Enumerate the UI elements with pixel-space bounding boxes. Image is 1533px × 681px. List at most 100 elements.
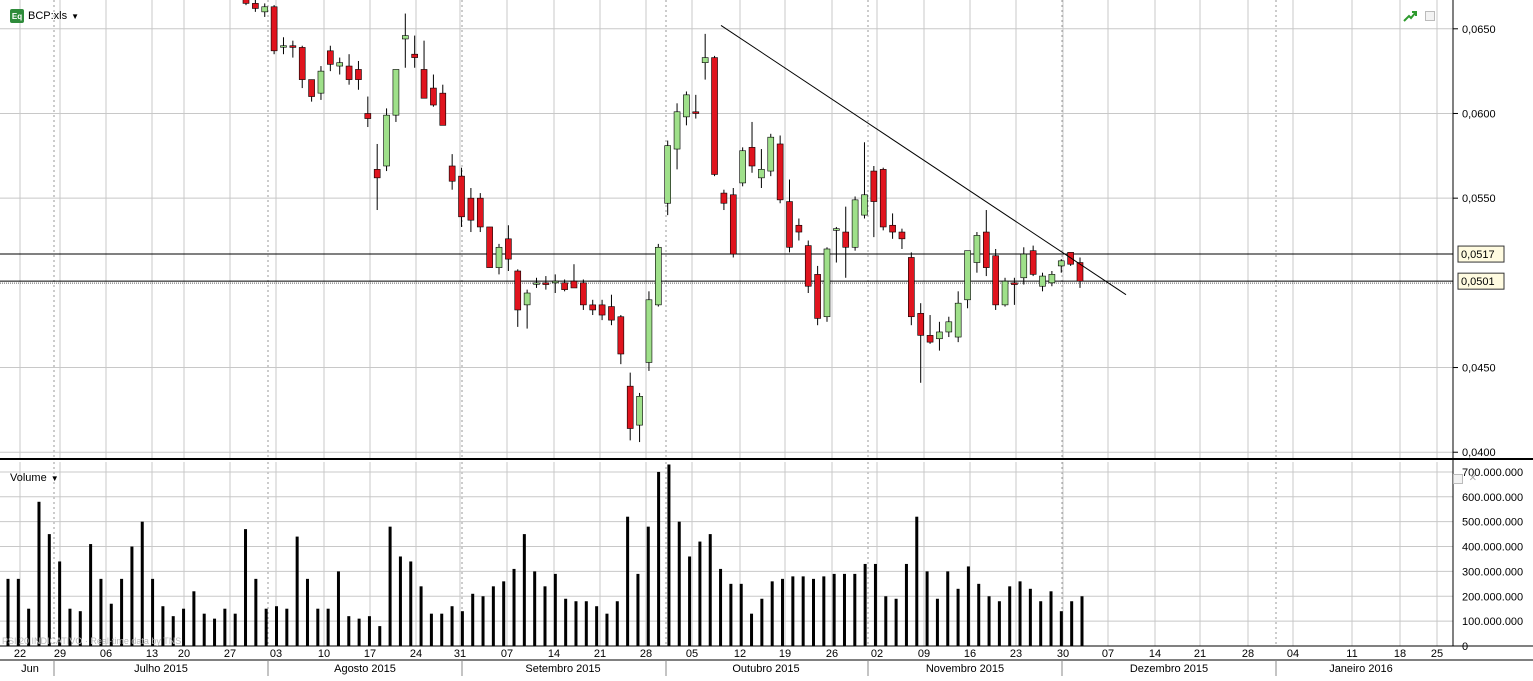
trendline	[720, 24, 1127, 296]
candle	[936, 331, 943, 340]
candle	[298, 47, 306, 80]
volume-bar	[295, 536, 299, 646]
volume-bar	[791, 576, 795, 646]
candle	[1011, 282, 1018, 285]
candle	[533, 282, 540, 285]
volume-bar	[677, 521, 681, 646]
candle	[720, 192, 728, 204]
day-label: 26	[826, 648, 838, 660]
chevron-down-icon[interactable]: ▼	[50, 473, 59, 483]
volume-bar	[192, 591, 196, 646]
candle	[1039, 275, 1046, 287]
maximize-icon[interactable]	[1425, 11, 1435, 21]
volume-bar	[471, 593, 475, 646]
candle	[542, 282, 550, 285]
day-label: 22	[14, 648, 26, 660]
candle	[280, 45, 287, 48]
volume-bar	[595, 606, 599, 646]
month-label: Novembro 2015	[926, 663, 1004, 675]
candle	[345, 65, 353, 80]
day-label: 10	[318, 648, 330, 660]
volume-bar	[336, 571, 340, 646]
volume-bar	[522, 534, 526, 646]
candle	[261, 6, 269, 13]
volume-bar	[853, 573, 857, 646]
candle	[476, 197, 484, 228]
volume-panel-bg	[0, 462, 1453, 646]
volume-bar	[264, 608, 268, 646]
candle	[992, 255, 999, 306]
volume-bar	[388, 526, 392, 646]
day-label: 28	[640, 648, 652, 660]
day-label: 28	[1242, 648, 1254, 660]
volume-bar	[729, 583, 733, 646]
volume-bar	[956, 588, 960, 646]
volume-bar	[760, 598, 764, 646]
candle	[1020, 253, 1028, 279]
volume-bar	[130, 546, 134, 646]
volume-bar	[460, 611, 464, 646]
volume-bar	[863, 563, 867, 646]
symbol-header[interactable]: Eq BCP:xls ▼	[10, 9, 79, 23]
volume-bar	[378, 626, 382, 646]
candle	[617, 316, 625, 355]
level-marker	[1457, 245, 1505, 263]
day-label: 21	[594, 648, 606, 660]
candle	[701, 57, 709, 63]
day-label: 14	[1149, 648, 1161, 660]
candle	[767, 136, 775, 172]
volume-bar	[812, 578, 815, 646]
candle	[879, 169, 887, 228]
volume-bar	[553, 573, 557, 646]
candle	[861, 194, 868, 216]
volume-bar	[987, 596, 991, 646]
candle	[383, 114, 390, 167]
volume-panel-controls: ✕	[1452, 473, 1477, 484]
volume-bar	[419, 586, 423, 646]
candle	[954, 302, 962, 338]
day-label: 07	[1102, 648, 1114, 660]
volume-header[interactable]: Volume ▼	[10, 472, 59, 484]
day-label: 13	[146, 648, 158, 660]
volume-bar	[636, 573, 640, 646]
volume-bar	[894, 598, 898, 646]
volume-label: Volume	[10, 472, 47, 484]
trend-icon[interactable]	[1403, 10, 1417, 22]
candle	[317, 70, 325, 94]
volume-bar	[708, 534, 712, 646]
volume-bar	[316, 608, 320, 646]
candle	[589, 304, 597, 311]
candle	[252, 3, 259, 9]
chevron-down-icon[interactable]: ▼	[71, 11, 80, 21]
volume-tick-label: 0	[1462, 641, 1468, 653]
volume-bar	[1049, 591, 1053, 646]
volume-bar	[182, 608, 186, 646]
volume-bar	[491, 586, 495, 646]
volume-bar	[543, 586, 547, 646]
day-label: 04	[1287, 648, 1299, 660]
day-label: 27	[224, 648, 236, 660]
maximize-icon[interactable]	[1452, 474, 1463, 484]
volume-bar	[574, 601, 578, 646]
candle	[1048, 274, 1056, 284]
volume-bar	[1028, 588, 1032, 646]
volume-bar	[254, 578, 258, 646]
day-label: 11	[1346, 648, 1357, 660]
volume-bar	[801, 576, 805, 646]
candle	[420, 69, 428, 99]
volume-bar	[68, 608, 72, 646]
candle	[327, 50, 334, 65]
candle	[711, 57, 718, 175]
candle	[842, 231, 850, 248]
volume-bar	[935, 598, 939, 646]
volume-bar	[326, 608, 330, 646]
day-label: 23	[1010, 648, 1022, 660]
volume-bar	[502, 581, 506, 646]
close-icon[interactable]: ✕	[1468, 473, 1477, 484]
volume-bar	[450, 606, 454, 646]
day-label: 20	[178, 648, 190, 660]
candle	[673, 111, 681, 150]
candle	[851, 199, 859, 248]
